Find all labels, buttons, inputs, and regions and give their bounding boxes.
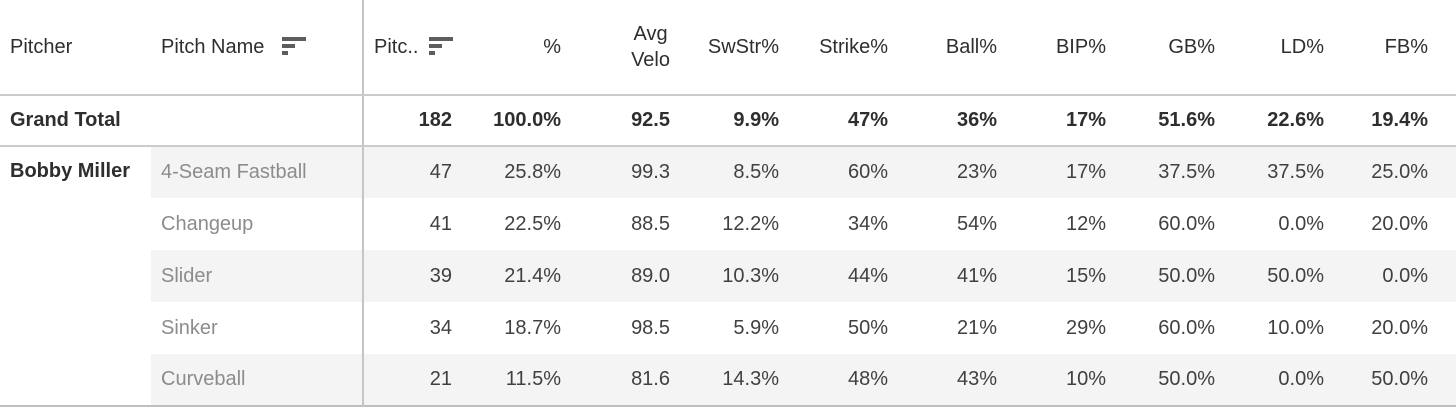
value-cell[interactable]: 17% bbox=[1017, 146, 1126, 198]
col-header-swstr[interactable]: SwStr% bbox=[690, 0, 799, 96]
grand-total-label[interactable]: Grand Total bbox=[0, 95, 363, 147]
sort-descending-icon[interactable] bbox=[282, 37, 307, 56]
value-cell[interactable]: 60.0% bbox=[1158, 316, 1215, 339]
value-cell[interactable]: 50% bbox=[847, 316, 888, 339]
value-cell[interactable]: 34% bbox=[847, 212, 888, 235]
table-row: Bobby Miller 4-Seam Fastball 47 25.8% 99… bbox=[0, 146, 1456, 406]
value-cell[interactable]: 47% bbox=[799, 95, 908, 147]
value-cell[interactable]: 60.0% bbox=[1158, 212, 1215, 235]
value-cell[interactable]: 0.0% bbox=[1235, 354, 1344, 406]
col-header-avg-velo-label: Avg Velo bbox=[631, 23, 670, 71]
sort-bar bbox=[282, 37, 307, 42]
value-cell[interactable]: 99.3 bbox=[581, 146, 690, 198]
pitch-name-cell[interactable]: Sinker bbox=[161, 316, 218, 339]
value-cell[interactable]: 21.4% bbox=[472, 250, 581, 302]
table-row: Slider 39 21.4% 89.0 10.3% 44% 41% 15% 5… bbox=[0, 250, 1456, 302]
value-cell[interactable]: 8.5% bbox=[690, 146, 799, 198]
col-header-pitch-count-label: Pitc.. bbox=[374, 35, 419, 58]
value-cell[interactable]: 29% bbox=[1065, 316, 1106, 339]
col-header-percent[interactable]: % bbox=[472, 0, 581, 96]
value-cell[interactable]: 20.0% bbox=[1371, 316, 1428, 339]
value-cell[interactable]: 22.6% bbox=[1235, 95, 1344, 147]
value-cell[interactable]: 17% bbox=[1017, 95, 1126, 147]
value-cell[interactable]: 41% bbox=[908, 250, 1017, 302]
value-cell[interactable]: 10.3% bbox=[690, 250, 799, 302]
sort-bar bbox=[282, 51, 289, 56]
col-header-ball[interactable]: Ball% bbox=[908, 0, 1017, 96]
value-cell[interactable]: 98.5 bbox=[631, 316, 670, 339]
value-cell[interactable]: 0.0% bbox=[1344, 250, 1456, 302]
col-header-pitch-name[interactable]: Pitch Name bbox=[151, 0, 363, 96]
sort-bar bbox=[429, 37, 454, 42]
grand-total-row: Grand Total 182 100.0% 92.5 9.9% 47% 36%… bbox=[0, 95, 1456, 147]
value-cell[interactable]: 100.0% bbox=[472, 95, 581, 147]
col-header-pitch-name-label: Pitch Name bbox=[161, 35, 265, 58]
sort-bar bbox=[429, 44, 443, 49]
value-cell[interactable]: 37.5% bbox=[1235, 146, 1344, 198]
pitch-name-cell[interactable]: Changeup bbox=[161, 212, 254, 235]
sort-bar bbox=[282, 44, 296, 49]
col-header-avg-velo[interactable]: Avg Velo bbox=[581, 0, 690, 96]
value-cell[interactable]: 34 bbox=[362, 302, 472, 354]
value-cell[interactable]: 10.0% bbox=[1267, 316, 1324, 339]
sort-descending-icon[interactable] bbox=[429, 37, 454, 56]
value-cell[interactable]: 12.2% bbox=[722, 212, 779, 235]
value-cell[interactable]: 20.0% bbox=[1371, 212, 1428, 235]
value-cell[interactable]: 9.9% bbox=[690, 95, 799, 147]
value-cell[interactable]: 43% bbox=[908, 354, 1017, 406]
value-cell[interactable]: 5.9% bbox=[733, 316, 779, 339]
value-cell[interactable]: 47 bbox=[362, 146, 472, 198]
value-cell[interactable]: 44% bbox=[799, 250, 908, 302]
value-cell[interactable]: 39 bbox=[362, 250, 472, 302]
value-cell[interactable]: 11.5% bbox=[472, 354, 581, 406]
value-cell[interactable]: 36% bbox=[908, 95, 1017, 147]
col-header-fb[interactable]: FB% bbox=[1344, 0, 1456, 96]
pitch-name-cell[interactable]: 4-Seam Fastball bbox=[151, 146, 363, 198]
value-cell[interactable]: 25.8% bbox=[472, 146, 581, 198]
value-cell[interactable]: 0.0% bbox=[1278, 212, 1324, 235]
value-cell[interactable]: 10% bbox=[1017, 354, 1126, 406]
col-header-gb[interactable]: GB% bbox=[1126, 0, 1235, 96]
col-header-ld[interactable]: LD% bbox=[1235, 0, 1344, 96]
value-cell[interactable]: 54% bbox=[956, 212, 997, 235]
table-row: Changeup 41 22.5% 88.5 12.2% 34% 54% 12%… bbox=[0, 198, 1456, 250]
table-row: Curveball 21 11.5% 81.6 14.3% 48% 43% 10… bbox=[0, 354, 1456, 406]
value-cell[interactable]: 18.7% bbox=[504, 316, 561, 339]
value-cell[interactable]: 15% bbox=[1017, 250, 1126, 302]
value-cell[interactable]: 21% bbox=[956, 316, 997, 339]
value-cell[interactable]: 37.5% bbox=[1126, 146, 1235, 198]
value-cell[interactable]: 81.6 bbox=[581, 354, 690, 406]
col-header-pitcher[interactable]: Pitcher bbox=[0, 0, 151, 96]
value-cell[interactable]: 22.5% bbox=[504, 212, 561, 235]
value-cell[interactable]: 14.3% bbox=[690, 354, 799, 406]
value-cell[interactable]: 51.6% bbox=[1126, 95, 1235, 147]
value-cell[interactable]: 50.0% bbox=[1126, 250, 1235, 302]
pitch-name-cell[interactable]: Slider bbox=[151, 250, 363, 302]
pitch-name-cell[interactable]: Curveball bbox=[151, 354, 363, 406]
value-cell[interactable]: 50.0% bbox=[1235, 250, 1344, 302]
table-row: Sinker 34 18.7% 98.5 5.9% 50% 21% 29% 60… bbox=[0, 302, 1456, 354]
col-header-pitch-count[interactable]: Pitc.. bbox=[362, 0, 472, 96]
header-row: Pitcher Pitch Name Pitc.. % Avg Velo SwS… bbox=[0, 0, 1456, 96]
value-cell[interactable]: 88.5 bbox=[631, 212, 670, 235]
value-cell[interactable]: 50.0% bbox=[1126, 354, 1235, 406]
value-cell[interactable]: 182 bbox=[362, 95, 472, 147]
value-cell[interactable]: 48% bbox=[799, 354, 908, 406]
value-cell[interactable]: 12% bbox=[1065, 212, 1106, 235]
value-cell[interactable]: 21 bbox=[362, 354, 472, 406]
pitch-stats-table: Pitcher Pitch Name Pitc.. % Avg Velo SwS… bbox=[0, 0, 1456, 407]
pitcher-cell[interactable]: Bobby Miller bbox=[0, 146, 151, 406]
value-cell[interactable]: 41 bbox=[362, 198, 472, 250]
value-cell[interactable]: 60% bbox=[799, 146, 908, 198]
col-header-bip[interactable]: BIP% bbox=[1017, 0, 1126, 96]
value-cell[interactable]: 50.0% bbox=[1344, 354, 1456, 406]
col-header-strike[interactable]: Strike% bbox=[799, 0, 908, 96]
value-cell[interactable]: 19.4% bbox=[1344, 95, 1456, 147]
sort-bar bbox=[429, 51, 436, 56]
value-cell[interactable]: 23% bbox=[908, 146, 1017, 198]
value-cell[interactable]: 25.0% bbox=[1344, 146, 1456, 198]
value-cell[interactable]: 92.5 bbox=[581, 95, 690, 147]
value-cell[interactable]: 89.0 bbox=[581, 250, 690, 302]
